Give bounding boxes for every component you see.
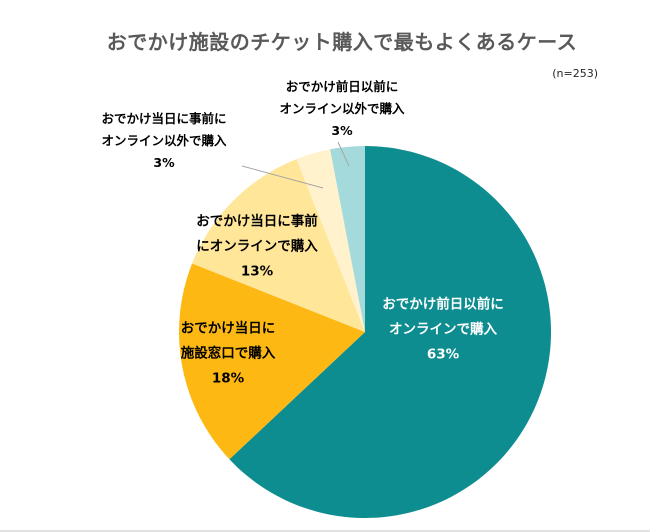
leader-lines-group — [241, 141, 350, 189]
slice-label-value: 18% — [211, 370, 245, 387]
pie-slices-group — [179, 146, 552, 518]
slice-label-offline-before-3: おでかけ前日以前に オンライン以外で購入 3% — [279, 76, 404, 142]
slice-label-line: おでかけ当日に事前 — [196, 213, 318, 230]
slice-label-value: 63% — [426, 346, 460, 363]
pie-slice-3 — [192, 159, 365, 332]
bottom-edge-line — [0, 530, 650, 532]
slice-label-line: オンライン以外で購入 — [279, 101, 405, 117]
slice-label-value: 3% — [153, 154, 175, 170]
slice-label-line: おでかけ前日以前に — [382, 296, 504, 313]
leader-line-cream-slice — [241, 165, 324, 189]
slice-label-line: オンラインで購入 — [389, 321, 497, 338]
pie-slice-2 — [179, 263, 365, 460]
pie-slice-5 — [330, 146, 365, 332]
slice-label-line: おでかけ当日に事前に — [101, 111, 227, 127]
slice-label-value: 3% — [331, 122, 353, 138]
slice-label-line: オンライン以外で購入 — [101, 133, 227, 149]
slice-label-value: 13% — [240, 263, 274, 280]
slice-label-line: 施設窓口で購入 — [180, 345, 276, 362]
slice-label-online-before-63: おでかけ前日以前に オンラインで購入 63% — [382, 293, 504, 368]
slice-label-line: おでかけ当日に — [180, 320, 276, 337]
slice-label-line: おでかけ前日以前に — [285, 79, 399, 95]
pie-slice-4 — [296, 149, 365, 332]
slice-label-offline-sameday-3: おでかけ当日に事前に オンライン以外で購入 3% — [101, 108, 226, 174]
leader-line-pale-teal-slice — [337, 141, 350, 167]
slice-label-online-sameday-13: おでかけ当日に事前 にオンラインで購入 13% — [196, 210, 318, 285]
pie-slice-1 — [229, 146, 552, 518]
slice-label-window-sameday-18: おでかけ当日に 施設窓口で購入 18% — [181, 317, 276, 392]
sample-size-label: (n=253) — [552, 67, 598, 80]
slice-label-line: にオンラインで購入 — [196, 238, 318, 255]
chart-title: おでかけ施設のチケット購入で最もよくあるケース — [106, 30, 578, 54]
